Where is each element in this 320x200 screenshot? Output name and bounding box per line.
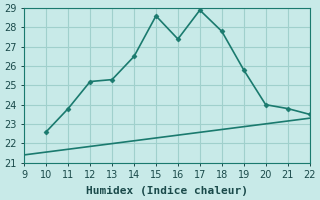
X-axis label: Humidex (Indice chaleur): Humidex (Indice chaleur) bbox=[86, 186, 248, 196]
